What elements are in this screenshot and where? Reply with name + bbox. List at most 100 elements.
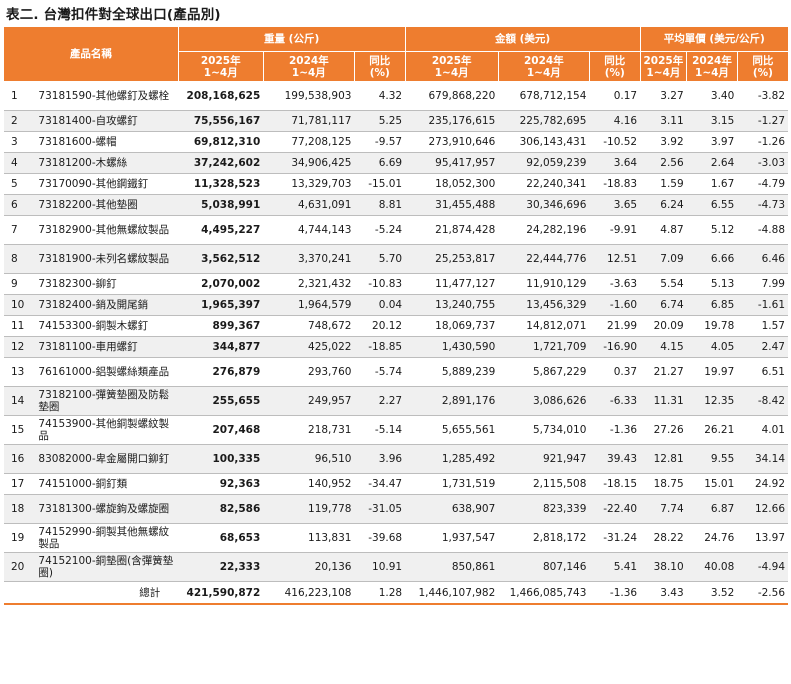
header-value-2024: 2024年 1~4月	[498, 51, 590, 82]
cell-price-2025: 2.56	[640, 152, 687, 174]
row-number: 15	[4, 415, 37, 445]
cell-price-yoy: 12.66	[737, 494, 788, 524]
cell-price-2024: 12.35	[686, 386, 738, 416]
cell-value-2024: 823,339	[498, 494, 590, 524]
cell-weight-2025: 68,653	[178, 523, 264, 553]
cell-weight-2025: 82,586	[178, 494, 264, 524]
row-number: 16	[4, 444, 37, 474]
row-number: 14	[4, 386, 37, 416]
product-name: 74152990-銅製其他無螺紋製品	[36, 523, 179, 553]
cell-value-2024: 2,115,508	[498, 473, 590, 495]
cell-weight-2025: 92,363	[178, 473, 264, 495]
cell-price-2024: 40.08	[686, 552, 738, 582]
cell-price-2024: 9.55	[686, 444, 738, 474]
total-weight-2024: 416,223,108	[263, 581, 355, 605]
table-row: 3 73181600-螺帽 69,812,310 77,208,125 -9.57 273…	[4, 131, 788, 153]
row-number: 20	[4, 552, 37, 582]
cell-weight-yoy: 3.96	[354, 444, 406, 474]
cell-weight-2024: 199,538,903	[263, 81, 355, 111]
header-group-weight: 重量 (公斤)	[178, 27, 406, 52]
cell-value-2025: 5,655,561	[405, 415, 499, 445]
total-price-2024: 3.52	[686, 581, 738, 605]
row-number: 13	[4, 357, 37, 387]
cell-price-2024: 15.01	[686, 473, 738, 495]
cell-price-yoy: -1.26	[737, 131, 788, 153]
cell-value-2025: 95,417,957	[405, 152, 499, 174]
row-number: 3	[4, 131, 37, 153]
cell-value-2025: 1,731,519	[405, 473, 499, 495]
header-weight-2025: 2025年 1~4月	[178, 51, 264, 82]
cell-price-yoy: -1.61	[737, 294, 788, 316]
cell-weight-2024: 293,760	[263, 357, 355, 387]
cell-weight-yoy: 0.04	[354, 294, 406, 316]
cell-weight-2024: 34,906,425	[263, 152, 355, 174]
cell-weight-2025: 255,655	[178, 386, 264, 416]
product-name: 73170090-其他鋼鐵釘	[36, 173, 179, 195]
cell-value-2024: 14,812,071	[498, 315, 590, 337]
table-title: 表二. 台灣扣件對全球出口(產品別)	[6, 7, 221, 23]
cell-value-2024: 1,721,709	[498, 336, 590, 358]
table-row: 17 74151000-銅釘類 92,363 140,952 -34.47 1,731,5…	[4, 473, 788, 495]
table-row: 19 74152990-銅製其他無螺紋製品 68,653 113,831 -39.68 1…	[4, 523, 788, 553]
cell-weight-2024: 96,510	[263, 444, 355, 474]
cell-weight-yoy: -18.85	[354, 336, 406, 358]
cell-price-2025: 27.26	[640, 415, 687, 445]
cell-weight-yoy: 20.12	[354, 315, 406, 337]
cell-price-2025: 18.75	[640, 473, 687, 495]
table-row: 9 73182300-鉚釘 2,070,002 2,321,432 -10.83 11,4…	[4, 273, 788, 295]
cell-weight-2025: 37,242,602	[178, 152, 264, 174]
cell-price-yoy: -4.94	[737, 552, 788, 582]
cell-value-2025: 638,907	[405, 494, 499, 524]
total-price-yoy: -2.56	[737, 581, 788, 605]
cell-price-yoy: -1.27	[737, 110, 788, 132]
cell-value-2025: 25,253,817	[405, 244, 499, 274]
cell-value-yoy: 3.64	[589, 152, 641, 174]
table-row: 1 73181590-其他螺釘及螺栓 208,168,625 199,538,903 4…	[4, 81, 788, 111]
product-name: 73182400-銷及開尾銷	[36, 294, 179, 316]
cell-price-2024: 26.21	[686, 415, 738, 445]
cell-value-2025: 1,937,547	[405, 523, 499, 553]
total-weight-2025: 421,590,872	[178, 581, 264, 605]
cell-price-2024: 2.64	[686, 152, 738, 174]
cell-value-yoy: -6.33	[589, 386, 641, 416]
cell-value-yoy: -10.52	[589, 131, 641, 153]
cell-weight-2025: 2,070,002	[178, 273, 264, 295]
cell-price-yoy: -4.73	[737, 194, 788, 216]
cell-price-2025: 20.09	[640, 315, 687, 337]
cell-price-2025: 5.54	[640, 273, 687, 295]
table-row: 15 74153900-其他銅製螺紋製品 207,468 218,731 -5.14 5,…	[4, 415, 788, 445]
cell-weight-2025: 100,335	[178, 444, 264, 474]
total-weight-yoy: 1.28	[354, 581, 406, 605]
cell-price-2024: 5.13	[686, 273, 738, 295]
product-name: 73181400-自攻螺釘	[36, 110, 179, 132]
cell-price-2025: 7.74	[640, 494, 687, 524]
product-name: 73182100-彈簧墊圈及防鬆墊圈	[36, 386, 179, 416]
cell-price-2024: 5.12	[686, 215, 738, 245]
cell-value-2024: 22,444,776	[498, 244, 590, 274]
cell-value-2024: 225,782,695	[498, 110, 590, 132]
cell-price-yoy: 7.99	[737, 273, 788, 295]
cell-price-2025: 3.92	[640, 131, 687, 153]
product-name: 83082000-卑金屬開口鉚釘	[36, 444, 179, 474]
cell-value-2024: 3,086,626	[498, 386, 590, 416]
cell-weight-2024: 20,136	[263, 552, 355, 582]
cell-value-yoy: 3.65	[589, 194, 641, 216]
cell-weight-2024: 218,731	[263, 415, 355, 445]
product-name: 73181600-螺帽	[36, 131, 179, 153]
cell-value-yoy: 4.16	[589, 110, 641, 132]
cell-value-yoy: -31.24	[589, 523, 641, 553]
cell-price-yoy: 34.14	[737, 444, 788, 474]
cell-weight-2024: 13,329,703	[263, 173, 355, 195]
cell-weight-2025: 69,812,310	[178, 131, 264, 153]
header-price-2024: 2024年 1~4月	[686, 51, 738, 82]
cell-value-2024: 24,282,196	[498, 215, 590, 245]
cell-value-yoy: -22.40	[589, 494, 641, 524]
product-name: 76161000-鋁製螺絲類產品	[36, 357, 179, 387]
cell-price-2024: 6.85	[686, 294, 738, 316]
cell-value-2024: 5,867,229	[498, 357, 590, 387]
cell-weight-yoy: 5.70	[354, 244, 406, 274]
product-name: 73181900-未列名螺紋製品	[36, 244, 179, 274]
cell-value-2025: 235,176,615	[405, 110, 499, 132]
cell-weight-yoy: 4.32	[354, 81, 406, 111]
cell-value-yoy: 12.51	[589, 244, 641, 274]
